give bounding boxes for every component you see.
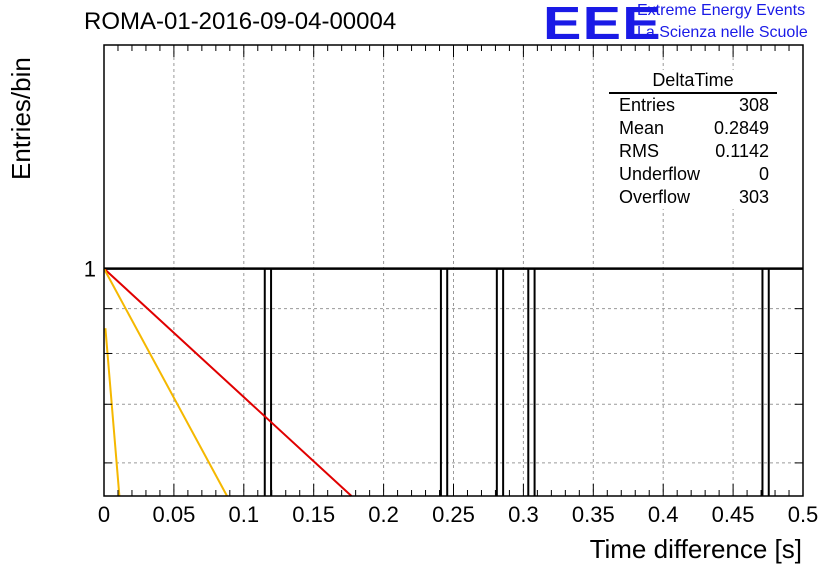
y-tick-label: 1 xyxy=(84,257,96,282)
axes xyxy=(103,44,804,497)
stats-label: Underflow xyxy=(619,164,701,184)
x-tick-label: 0.5 xyxy=(788,502,819,527)
histogram-bars xyxy=(104,267,803,496)
stats-title: DeltaTime xyxy=(609,70,777,94)
stats-value: 0.1142 xyxy=(715,141,769,161)
y-axis-label: Entries/bin xyxy=(6,57,36,180)
fit-lines xyxy=(103,267,353,497)
stats-rows: Entries 308 Mean 0.2849 RMS 0.1142 Underflow 0 O… xyxy=(609,94,777,209)
stats-label: Entries xyxy=(619,95,676,115)
x-tick-label: 0.2 xyxy=(368,502,399,527)
x-tick-label: 0.45 xyxy=(712,502,755,527)
stats-row: Entries 308 xyxy=(609,94,777,117)
stats-label: Overflow xyxy=(619,187,691,207)
x-tick-labels: 0 0.05 0.1 0.15 0.2 0.25 0.3 0.35 0.4 0.45 0.5 xyxy=(98,502,818,527)
fit-line xyxy=(103,268,228,497)
stats-label: Mean xyxy=(619,118,665,138)
stats-value: 303 xyxy=(738,187,769,207)
stats-value: 0.2849 xyxy=(713,118,769,138)
stats-row: Overflow 303 xyxy=(609,186,777,209)
brand-line-1: Extreme Energy Events xyxy=(637,2,806,19)
plot-frame xyxy=(103,44,804,497)
fit-line xyxy=(104,328,121,497)
x-tick-label: 0.35 xyxy=(572,502,615,527)
stats-value: 308 xyxy=(738,95,769,115)
x-tick-label: 0.25 xyxy=(432,502,475,527)
stats-label: RMS xyxy=(619,141,659,161)
x-tick-label: 0.15 xyxy=(292,502,335,527)
stats-row: Mean 0.2849 xyxy=(609,117,777,140)
stats-row: Underflow 0 xyxy=(609,163,777,186)
x-tick-label: 0 xyxy=(98,502,110,527)
x-tick-label: 0.4 xyxy=(648,502,679,527)
stats-row: RMS 0.1142 xyxy=(609,140,777,163)
x-tick-label: 0.1 xyxy=(229,502,260,527)
stats-box: DeltaTime Entries 308 Mean 0.2849 RMS 0.1142 U… xyxy=(609,70,777,209)
x-tick-label: 0.05 xyxy=(152,502,195,527)
x-axis-label: Time difference [s] xyxy=(589,534,802,564)
eee-logo: EEE xyxy=(543,0,662,49)
brand-line-2: La Scienza nelle Scuole xyxy=(637,24,808,41)
y-tick-labels: 1 xyxy=(84,257,96,282)
plot-title: ROMA-01-2016-09-04-00004 xyxy=(84,8,397,35)
stats-value: 0 xyxy=(758,164,769,184)
x-tick-label: 0.3 xyxy=(508,502,539,527)
fit-line xyxy=(103,267,353,497)
